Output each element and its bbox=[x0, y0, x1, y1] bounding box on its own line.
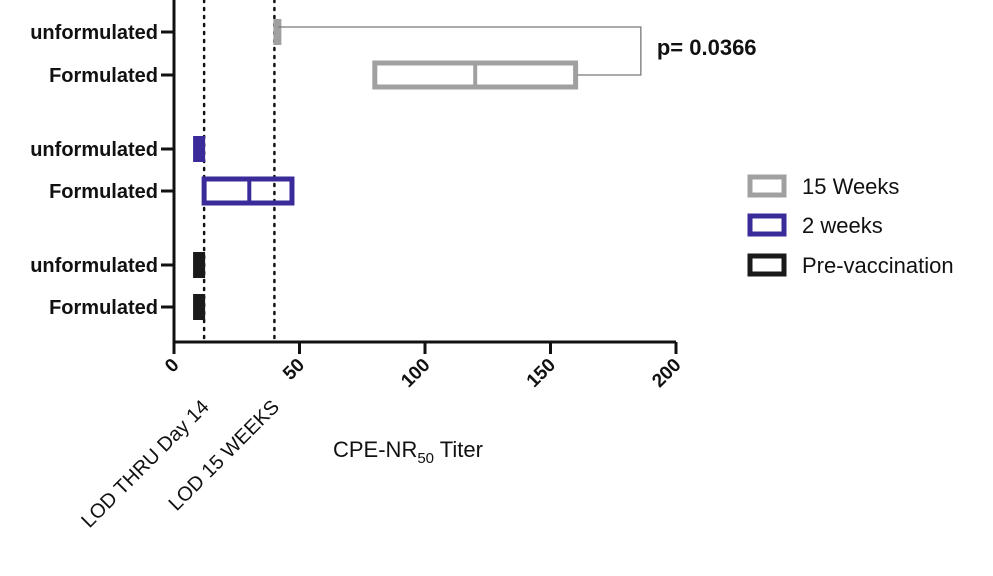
box bbox=[193, 252, 206, 278]
box bbox=[273, 19, 282, 45]
x-axis-label: CPE-NR50 Titer bbox=[333, 437, 483, 467]
reference-line-label: LOD THRU Day 14 bbox=[77, 396, 213, 532]
category-label: unformulated bbox=[30, 139, 158, 161]
significance-annotation: p= 0.0366 bbox=[278, 26, 757, 76]
p-value-label: p= 0.0366 bbox=[657, 35, 757, 60]
x-axis-label-tail: Titer bbox=[434, 437, 483, 462]
legend-label: 15 Weeks bbox=[802, 174, 899, 199]
x-tick-label: 150 bbox=[523, 355, 560, 392]
category-label: Formulated bbox=[49, 297, 158, 319]
legend-swatch bbox=[747, 174, 787, 198]
boxes bbox=[193, 19, 579, 320]
axes: unformulated Formulated unformulated Formul… bbox=[30, 0, 686, 392]
box bbox=[193, 136, 206, 162]
x-axis-label-main: CPE-NR bbox=[333, 437, 417, 462]
x-tick-label: 200 bbox=[648, 355, 685, 392]
category-label: unformulated bbox=[30, 22, 158, 44]
category-label: Formulated bbox=[49, 181, 158, 203]
x-tick-label: 50 bbox=[279, 355, 309, 385]
legend-swatch bbox=[747, 213, 787, 237]
x-tick-label: 100 bbox=[397, 355, 434, 392]
legend-label: 2 weeks bbox=[802, 213, 883, 238]
x-tick-label: 0 bbox=[161, 355, 183, 377]
legend: 15 Weeks 2 weeks Pre-vaccination bbox=[747, 174, 954, 278]
legend-swatch bbox=[747, 253, 787, 277]
category-label: Formulated bbox=[49, 65, 158, 87]
x-axis-label-subscript: 50 bbox=[417, 450, 434, 467]
significance-bracket bbox=[278, 26, 642, 76]
box bbox=[193, 294, 206, 320]
legend-label: Pre-vaccination bbox=[802, 253, 954, 278]
category-label: unformulated bbox=[30, 255, 158, 277]
